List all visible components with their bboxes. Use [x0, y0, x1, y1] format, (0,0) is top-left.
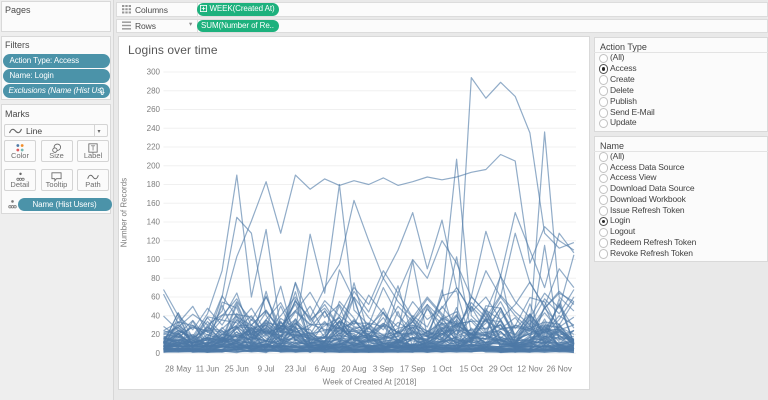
svg-text:120: 120	[146, 236, 160, 245]
svg-text:11 Jun: 11 Jun	[195, 364, 218, 373]
svg-text:17 Sep: 17 Sep	[400, 364, 426, 373]
svg-text:200: 200	[146, 161, 160, 170]
svg-text:Week of Created At [2018]: Week of Created At [2018]	[322, 377, 416, 386]
svg-text:260: 260	[146, 105, 160, 114]
svg-text:26 Nov: 26 Nov	[546, 364, 571, 373]
svg-text:100: 100	[146, 255, 160, 264]
svg-text:20: 20	[151, 330, 160, 339]
svg-text:40: 40	[151, 311, 160, 320]
svg-text:140: 140	[146, 217, 160, 226]
svg-text:280: 280	[146, 86, 160, 95]
svg-text:80: 80	[151, 273, 160, 282]
svg-text:20 Aug: 20 Aug	[341, 364, 366, 373]
svg-text:28 May: 28 May	[165, 364, 191, 373]
svg-text:180: 180	[146, 180, 160, 189]
svg-text:220: 220	[146, 142, 160, 151]
svg-text:T: T	[91, 145, 96, 153]
svg-text:12 Nov: 12 Nov	[517, 364, 542, 373]
svg-text:29 Oct: 29 Oct	[488, 364, 512, 373]
svg-text:15 Oct: 15 Oct	[459, 364, 483, 373]
svg-text:0: 0	[155, 348, 160, 357]
svg-text:1 Oct: 1 Oct	[432, 364, 452, 373]
svg-text:9 Jul: 9 Jul	[257, 364, 274, 373]
svg-text:6 Aug: 6 Aug	[314, 364, 334, 373]
svg-text:3 Sep: 3 Sep	[372, 364, 393, 373]
svg-text:Number of Records: Number of Records	[119, 177, 128, 246]
svg-text:300: 300	[146, 67, 160, 76]
svg-text:240: 240	[146, 123, 160, 132]
svg-text:60: 60	[151, 292, 160, 301]
svg-text:160: 160	[146, 198, 160, 207]
svg-text:25 Jun: 25 Jun	[224, 364, 248, 373]
svg-text:23 Jul: 23 Jul	[284, 364, 306, 373]
